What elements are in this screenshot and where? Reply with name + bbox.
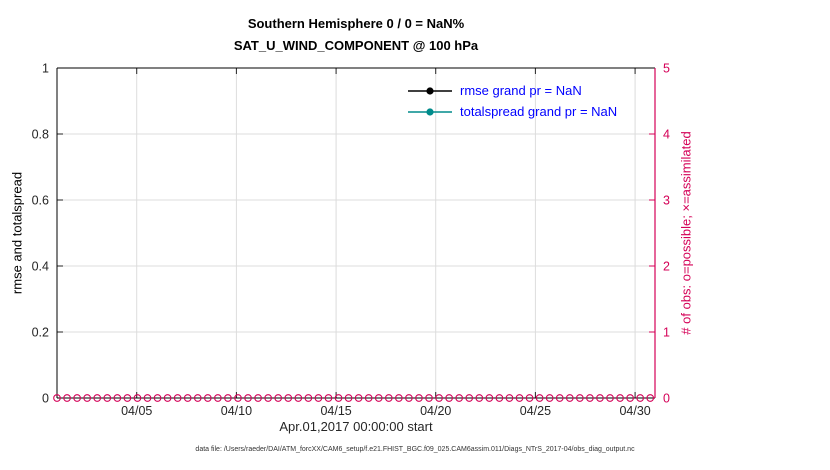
x-tick-label: 04/30	[619, 404, 650, 418]
x-axis-label: Apr.01,2017 00:00:00 start	[279, 419, 433, 434]
right-y-tick-label: 5	[663, 62, 670, 76]
x-tick-label: 04/20	[420, 404, 451, 418]
left-y-tick-label: 0.4	[32, 260, 49, 274]
right-y-tick-label: 2	[663, 260, 670, 274]
x-tick-label: 04/15	[320, 404, 351, 418]
x-tick-label: 04/25	[520, 404, 551, 418]
legend-item-rmse: rmse grand pr = NaN	[407, 80, 617, 101]
left-y-tick-label: 0	[42, 392, 49, 406]
left-y-tick-label: 0.8	[32, 128, 49, 142]
right-y-axis-label: # of obs: o=possible; ×=assimilated	[678, 131, 694, 335]
legend-item-totalspread: totalspread grand pr = NaN	[407, 101, 617, 122]
plot-title-line2: SAT_U_WIND_COMPONENT @ 100 hPa	[233, 38, 479, 53]
left-y-tick-label: 0.2	[32, 326, 49, 340]
obs-possible-markers	[53, 394, 655, 402]
plot-title-line1: Southern Hemisphere 0 / 0 = NaN%	[247, 16, 465, 31]
left-y-tick-label: 0.6	[32, 194, 49, 208]
left-y-tick-label: 1	[42, 62, 49, 76]
rmse-line-sample	[408, 86, 452, 95]
right-y-tick-label: 1	[663, 326, 670, 340]
x-tick-label: 04/10	[221, 404, 252, 418]
right-y-tick-label: 4	[663, 128, 670, 142]
right-y-tick-label: 0	[663, 392, 670, 406]
legend-label-rmse: rmse grand pr = NaN	[460, 83, 582, 98]
x-tick-label: 04/05	[121, 404, 152, 418]
tick-labels: 04/05 04/10 04/15 04/20 04/25 04/30 0 0 0.2 1 0.4 2…	[32, 62, 670, 419]
legend: rmse grand pr = NaN totalspread grand pr…	[407, 80, 617, 122]
right-y-tick-label: 3	[663, 194, 670, 208]
totalspread-line-sample	[408, 107, 452, 116]
legend-label-totalspread: totalspread grand pr = NaN	[460, 104, 618, 119]
data-file-caption: data file: /Users/raeder/DAI/ATM_forcXX/…	[195, 446, 635, 453]
left-y-axis-label: rmse and totalspread	[9, 171, 25, 295]
